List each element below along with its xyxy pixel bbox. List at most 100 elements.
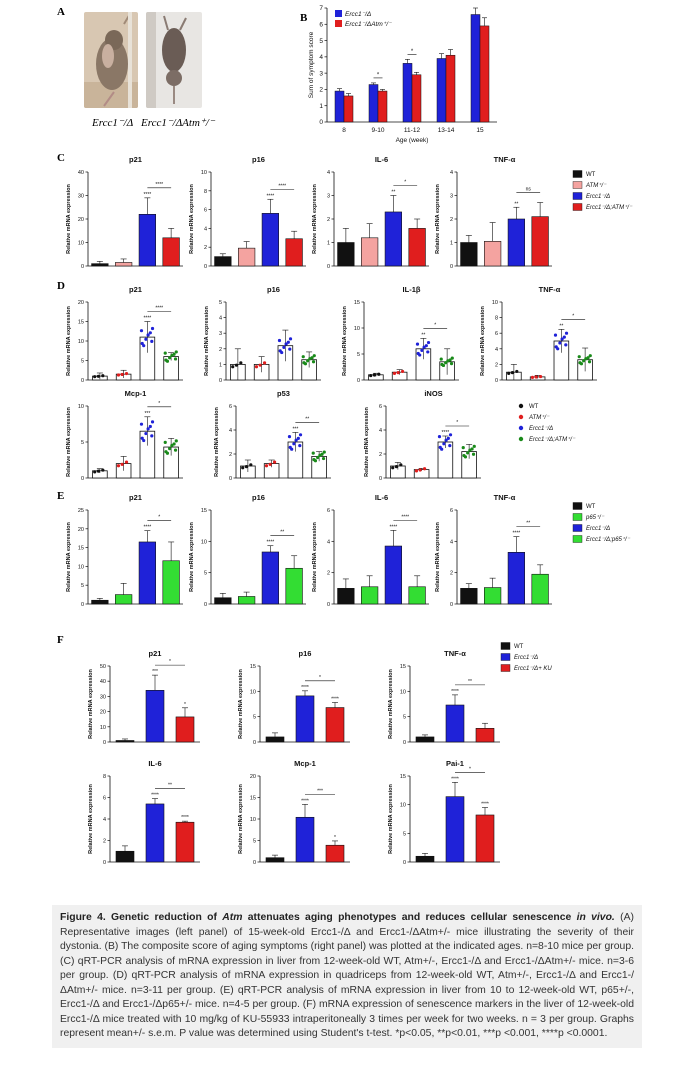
y-tick-label: 25 — [78, 508, 84, 514]
y-tick-label: 4 — [219, 316, 222, 322]
significance-label: * — [377, 72, 380, 78]
y-tick-label: 8 — [103, 774, 106, 780]
data-point — [538, 374, 543, 379]
data-point — [392, 371, 397, 375]
data-point — [264, 464, 269, 468]
y-axis-label: Relative mRNA expression — [364, 406, 370, 476]
data-point — [101, 468, 105, 472]
x-tick-label: 8 — [342, 127, 346, 134]
significance-mark: *** — [144, 411, 150, 417]
y-tick-label: 10 — [78, 241, 84, 247]
caption-title-gene: Atm — [222, 912, 243, 923]
chart-d-p21: p21 Relative mRNA expression 0 5 10 15 20 **** *… — [66, 285, 183, 384]
y-tick-label: 10 — [78, 404, 84, 410]
data-point — [249, 463, 253, 467]
y-tick-label: 4 — [327, 170, 330, 176]
y-tick-label: 5 — [403, 715, 406, 721]
legend-swatch — [500, 653, 511, 661]
data-point — [311, 360, 316, 364]
data-point — [420, 348, 424, 352]
x-tick-label: 13-14 — [438, 127, 455, 134]
y-tick-label: 40 — [78, 170, 84, 176]
y-axis-label: Relative mRNA expression — [204, 305, 210, 375]
data-point — [400, 369, 405, 374]
data-point — [553, 333, 558, 337]
x-tick-label: 9-10 — [371, 127, 384, 134]
y-tick-label: 4 — [495, 347, 498, 353]
significance-mark: **** — [389, 524, 397, 530]
data-point — [258, 363, 262, 367]
y-tick-label: 4 — [450, 170, 453, 176]
data-point — [120, 372, 124, 377]
legend-swatch — [572, 181, 583, 189]
bar — [138, 541, 156, 605]
data-point — [507, 371, 511, 375]
legend-swatch — [572, 513, 583, 521]
data-point — [288, 347, 292, 351]
legend-label: Ercc1⁻/Δ;p65⁺/⁻ — [586, 536, 631, 543]
legend-label: ATM⁺/⁻ — [585, 182, 607, 189]
data-point — [466, 451, 470, 455]
data-point — [510, 370, 515, 375]
data-point — [163, 440, 167, 444]
significance-label: ** — [468, 679, 472, 685]
y-tick-label: 0 — [327, 264, 330, 270]
data-point — [234, 363, 239, 367]
data-point — [442, 442, 446, 446]
chart-c-p16: p16 Relative mRNA expression 0 2 4 6 8 10 **** **… — [189, 155, 306, 270]
y-tick-label: 0 — [103, 860, 106, 866]
legend-label: WT — [514, 644, 524, 650]
data-point — [165, 451, 170, 455]
data-point — [534, 375, 538, 379]
y-tick-label: 0 — [403, 740, 406, 746]
data-point — [448, 444, 452, 448]
bar — [175, 716, 195, 743]
chart-title: IL-6 — [148, 760, 161, 768]
legend-swatch — [500, 664, 511, 672]
y-tick-label: 2 — [327, 571, 330, 577]
data-point — [579, 362, 584, 366]
photo-caption-left: Ercc1⁻/Δ — [92, 117, 134, 129]
chart-title: TNF-α — [494, 493, 516, 502]
data-point — [262, 361, 267, 365]
significance-label: **** — [155, 182, 163, 188]
legend-marker — [518, 414, 524, 420]
y-tick-label: 0 — [204, 264, 207, 270]
chart-title: p16 — [252, 155, 265, 164]
legend-swatch — [335, 20, 342, 27]
y-axis-label: Relative mRNA expression — [88, 668, 94, 738]
y-tick-label: 15 — [250, 796, 256, 802]
data-point — [288, 337, 293, 341]
y-axis-label: Relative mRNA expression — [189, 183, 195, 253]
y-tick-label: 0 — [495, 378, 498, 384]
y-tick-label: 0 — [357, 378, 360, 384]
y-tick-label: 0 — [403, 860, 406, 866]
y-tick-label: 4 — [229, 428, 232, 434]
data-point — [294, 438, 298, 442]
data-point — [241, 466, 245, 470]
bar — [475, 728, 495, 743]
bar — [214, 597, 232, 605]
significance-mark: *** — [292, 426, 298, 432]
bar — [295, 695, 315, 743]
panel-label-b: B — [300, 12, 308, 24]
legend-swatch — [572, 502, 583, 510]
legend-label: Ercc1⁻/Δ — [586, 194, 610, 200]
y-tick-label: 5 — [253, 715, 256, 721]
data-point — [471, 452, 476, 456]
y-axis-label: Relative mRNA expression — [189, 521, 195, 591]
y-axis-label: Relative mRNA expression — [238, 783, 244, 853]
legend-e: WT p65⁺/⁻ Ercc1⁻/Δ Ercc1⁻/Δ;p65⁺/⁻ — [572, 502, 631, 543]
bar — [343, 95, 354, 123]
data-point — [461, 446, 465, 450]
significance-mark: **** — [301, 685, 309, 691]
bar — [507, 218, 525, 267]
data-point — [321, 456, 326, 461]
data-point — [268, 462, 272, 466]
y-tick-label: 4 — [327, 539, 330, 545]
legend-c: WT ATM⁺/⁻ Ercc1⁻/Δ Ercc1⁻/Δ;ATM⁺/⁻ — [572, 170, 633, 211]
y-tick-label: 5 — [219, 300, 222, 306]
data-point — [415, 342, 420, 346]
